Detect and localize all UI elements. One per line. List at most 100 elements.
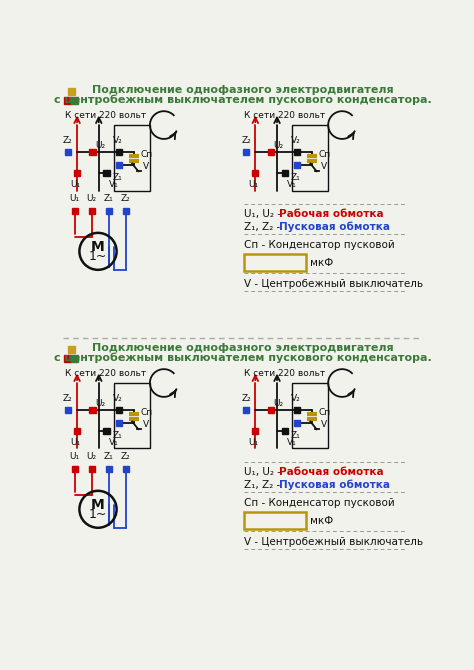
Bar [294, 420, 300, 426]
Text: U₁, U₂ -: U₁, U₂ - [244, 468, 284, 477]
Text: V₂: V₂ [291, 136, 301, 145]
Text: Подключение однофазного электродвигателя: Подключение однофазного электродвигателя [92, 342, 394, 352]
Text: U₁: U₁ [71, 438, 81, 448]
Bar [123, 208, 129, 214]
Bar [268, 149, 274, 155]
Text: Z₁: Z₁ [112, 173, 122, 182]
Bar [74, 427, 80, 434]
Text: V: V [321, 162, 328, 171]
Text: U₁: U₁ [70, 194, 80, 203]
Text: Z₁: Z₁ [291, 173, 301, 182]
Text: Рабочая обмотка: Рабочая обмотка [279, 210, 383, 219]
Text: Cп - Конденсатор пусковой: Cп - Конденсатор пусковой [244, 498, 394, 508]
Text: V: V [143, 420, 149, 429]
Text: V: V [321, 420, 328, 429]
Text: Z₁: Z₁ [112, 431, 122, 440]
Bar [89, 208, 95, 214]
Text: Z₂: Z₂ [121, 452, 131, 461]
Text: Cп - Конденсатор пусковой: Cп - Конденсатор пусковой [244, 240, 394, 250]
Text: Cп: Cп [141, 150, 153, 159]
Bar [90, 149, 96, 155]
Bar [244, 255, 306, 271]
Text: V: V [143, 162, 149, 171]
Bar [116, 407, 122, 413]
Bar [89, 466, 95, 472]
Bar [71, 355, 78, 362]
Bar [64, 97, 71, 104]
Bar [68, 346, 75, 352]
Text: U₁, U₂ -: U₁, U₂ - [244, 210, 284, 219]
Text: Z₂: Z₂ [241, 136, 251, 145]
Text: К сети 220 вольт: К сети 220 вольт [244, 369, 325, 378]
Text: Z₂: Z₂ [63, 136, 73, 145]
Bar [282, 427, 288, 434]
Bar [294, 162, 300, 168]
Text: V₁: V₁ [287, 438, 297, 448]
Bar [103, 427, 109, 434]
Text: V₁: V₁ [109, 180, 118, 190]
Bar [243, 149, 249, 155]
Text: U₂: U₂ [87, 452, 97, 461]
Text: U₁: U₁ [71, 180, 81, 190]
Text: мкФ: мкФ [310, 258, 334, 268]
Text: V₂: V₂ [112, 394, 122, 403]
Text: К сети 220 вольт: К сети 220 вольт [65, 369, 146, 378]
Text: 1~: 1~ [89, 508, 107, 521]
Text: Z₁, Z₂ -: Z₁, Z₂ - [244, 222, 283, 232]
Text: U₁: U₁ [249, 180, 259, 190]
Bar [292, 383, 328, 448]
Bar [123, 466, 129, 472]
Text: с центробежным выключателем пускового конденсатора.: с центробежным выключателем пускового ко… [54, 352, 432, 363]
Text: Z₂: Z₂ [121, 194, 131, 203]
Text: U₁: U₁ [70, 452, 80, 461]
Text: К сети 220 вольт: К сети 220 вольт [65, 111, 146, 120]
Text: Z₂: Z₂ [63, 394, 73, 403]
Bar [72, 208, 78, 214]
Text: Cп: Cп [319, 150, 331, 159]
Bar [113, 125, 150, 190]
Text: V₂: V₂ [291, 394, 301, 403]
Text: V₂: V₂ [112, 136, 122, 145]
Text: мкФ: мкФ [310, 516, 334, 526]
Bar [64, 355, 71, 362]
Bar [294, 149, 300, 155]
Text: Z₁: Z₁ [291, 431, 301, 440]
Bar [244, 513, 306, 529]
Bar [268, 407, 274, 413]
Text: К сети 220 вольт: К сети 220 вольт [244, 111, 325, 120]
Bar [116, 149, 122, 155]
Text: U₁: U₁ [249, 438, 259, 448]
Text: Cп: Cп [141, 408, 153, 417]
Text: U₂: U₂ [95, 399, 105, 409]
Bar [252, 427, 258, 434]
Bar [72, 466, 78, 472]
Text: Z₁: Z₁ [104, 194, 114, 203]
Text: Cп: Cп [319, 408, 331, 417]
Bar [64, 407, 71, 413]
Bar [106, 208, 112, 214]
Bar [74, 170, 80, 176]
Text: 1~: 1~ [89, 250, 107, 263]
Bar [243, 407, 249, 413]
Text: Z₁, Z₂ -: Z₁, Z₂ - [244, 480, 283, 490]
Text: M: M [91, 498, 105, 513]
Text: V - Центробежный выключатель: V - Центробежный выключатель [244, 279, 423, 289]
Text: Пусковая обмотка: Пусковая обмотка [279, 222, 390, 232]
Bar [71, 97, 78, 104]
Text: V - Центробежный выключатель: V - Центробежный выключатель [244, 537, 423, 547]
Text: Пусковая обмотка: Пусковая обмотка [279, 480, 390, 490]
Bar [68, 88, 75, 94]
Text: с центробежным выключателем пускового конденсатора.: с центробежным выключателем пускового ко… [54, 94, 432, 105]
Bar [103, 170, 109, 176]
Text: V₁: V₁ [287, 180, 297, 190]
Text: Рабочая обмотка: Рабочая обмотка [279, 468, 383, 477]
Text: U₂: U₂ [273, 399, 283, 409]
Bar [292, 125, 328, 190]
Text: V₁: V₁ [109, 438, 118, 448]
Bar [294, 407, 300, 413]
Bar [116, 420, 122, 426]
Bar [90, 407, 96, 413]
Bar [252, 170, 258, 176]
Text: Z₂: Z₂ [241, 394, 251, 403]
Bar [282, 170, 288, 176]
